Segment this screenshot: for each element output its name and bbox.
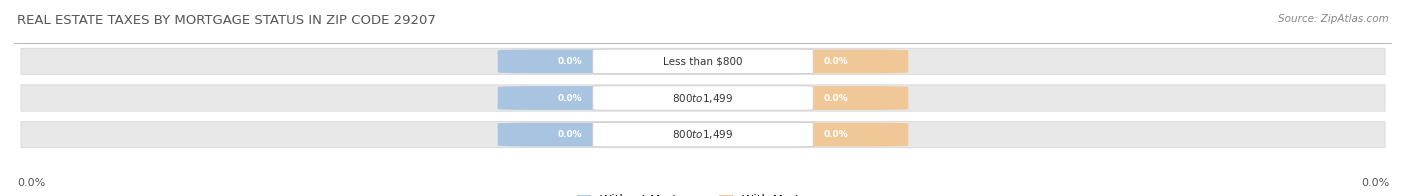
FancyBboxPatch shape xyxy=(593,49,813,74)
FancyBboxPatch shape xyxy=(763,123,908,146)
Text: 0.0%: 0.0% xyxy=(17,178,45,188)
FancyBboxPatch shape xyxy=(763,86,908,110)
FancyBboxPatch shape xyxy=(21,85,1385,111)
FancyBboxPatch shape xyxy=(498,86,643,110)
Text: 0.0%: 0.0% xyxy=(1361,178,1389,188)
Text: REAL ESTATE TAXES BY MORTGAGE STATUS IN ZIP CODE 29207: REAL ESTATE TAXES BY MORTGAGE STATUS IN … xyxy=(17,14,436,27)
Text: 0.0%: 0.0% xyxy=(824,93,848,103)
Legend: Without Mortgage, With Mortgage: Without Mortgage, With Mortgage xyxy=(576,194,830,196)
Text: 0.0%: 0.0% xyxy=(558,57,582,66)
Text: Less than $800: Less than $800 xyxy=(664,56,742,66)
Text: 0.0%: 0.0% xyxy=(558,93,582,103)
Text: $800 to $1,499: $800 to $1,499 xyxy=(672,92,734,104)
FancyBboxPatch shape xyxy=(593,86,813,110)
Text: $800 to $1,499: $800 to $1,499 xyxy=(672,128,734,141)
FancyBboxPatch shape xyxy=(498,123,643,146)
Text: Source: ZipAtlas.com: Source: ZipAtlas.com xyxy=(1278,14,1389,24)
FancyBboxPatch shape xyxy=(593,122,813,147)
Text: 0.0%: 0.0% xyxy=(824,57,848,66)
FancyBboxPatch shape xyxy=(763,50,908,73)
FancyBboxPatch shape xyxy=(21,48,1385,75)
FancyBboxPatch shape xyxy=(498,50,643,73)
Text: 0.0%: 0.0% xyxy=(558,130,582,139)
Text: 0.0%: 0.0% xyxy=(824,130,848,139)
FancyBboxPatch shape xyxy=(21,121,1385,148)
